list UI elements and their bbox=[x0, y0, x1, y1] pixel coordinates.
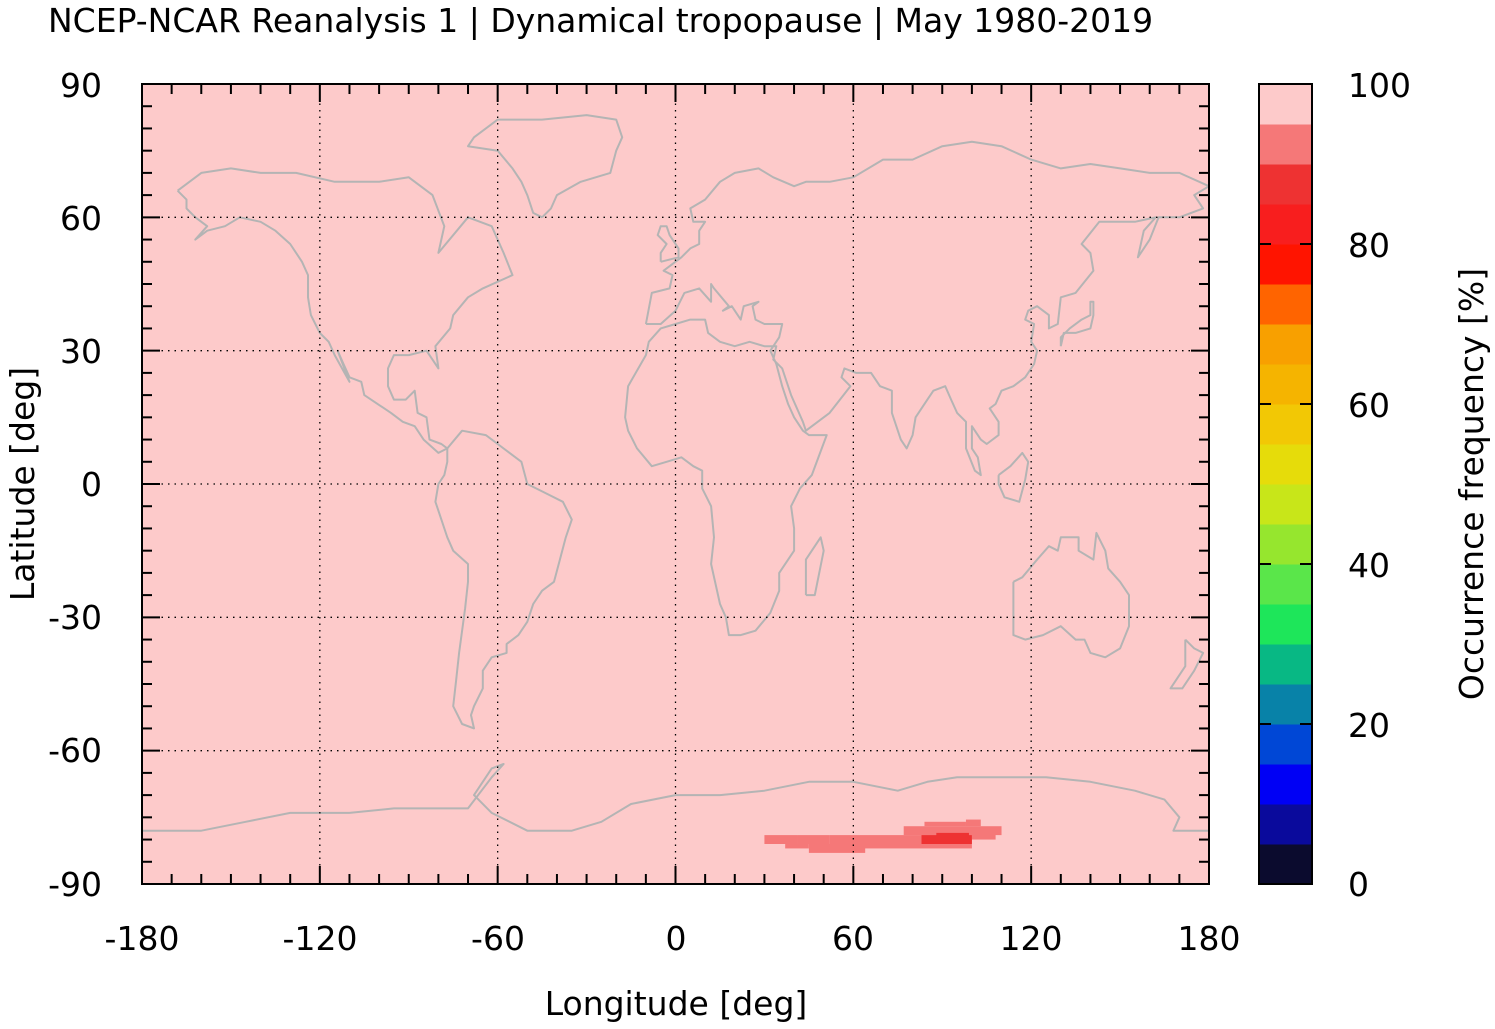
coast-south-america bbox=[434, 429, 573, 730]
x-axis-label: Longitude [deg] bbox=[545, 984, 808, 1023]
x-tick-label: -120 bbox=[283, 919, 358, 958]
colorbar-segment bbox=[1259, 444, 1312, 485]
plot-area bbox=[141, 83, 1210, 885]
heatmap-cell bbox=[921, 835, 972, 844]
x-axis: -180 -120 -60 0 60 120 180 Longitude [de… bbox=[105, 919, 1241, 1023]
colorbar-segment bbox=[1259, 684, 1312, 725]
coast-greenland bbox=[467, 114, 624, 219]
x-tick-label: 120 bbox=[1000, 919, 1063, 958]
y-tick-label: -90 bbox=[48, 865, 102, 904]
colorbar-segment bbox=[1259, 844, 1312, 885]
coast-japan bbox=[1059, 300, 1095, 347]
colorbar-tick-label: 20 bbox=[1348, 706, 1390, 745]
minor-ticks bbox=[141, 83, 1210, 885]
colorbar-segment bbox=[1259, 164, 1312, 205]
x-tick-label: 60 bbox=[832, 919, 874, 958]
coast-eurasia-africa bbox=[624, 140, 1210, 637]
coast-north-america bbox=[176, 167, 514, 454]
colorbar-tick-label: 100 bbox=[1348, 66, 1411, 105]
x-tick-label: 0 bbox=[666, 919, 687, 958]
colorbar-segment bbox=[1259, 204, 1312, 245]
heatmap-cell bbox=[924, 821, 966, 827]
heatmap-cell bbox=[808, 844, 866, 853]
colorbar-tick-label: 60 bbox=[1348, 386, 1390, 425]
heatmap-cell bbox=[797, 835, 830, 844]
colorbar-segment bbox=[1259, 804, 1312, 845]
heatmap-cell bbox=[785, 844, 809, 849]
x-tick-label: 180 bbox=[1178, 919, 1241, 958]
colorbar-segment bbox=[1259, 244, 1312, 285]
y-tick-label: 90 bbox=[60, 66, 102, 105]
colorbar-segment bbox=[1259, 604, 1312, 645]
colorbar-segment bbox=[1259, 284, 1312, 325]
colorbar-segment bbox=[1259, 84, 1312, 125]
y-tick-label: -30 bbox=[48, 598, 102, 637]
heatmap-cell bbox=[936, 832, 969, 838]
colorbar-segment bbox=[1259, 564, 1312, 605]
colorbar-segment bbox=[1259, 524, 1312, 565]
colorbar-segment bbox=[1259, 484, 1312, 525]
coast-uk bbox=[656, 225, 680, 263]
y-tick-label: 30 bbox=[60, 332, 102, 371]
colorbar-frame bbox=[1258, 83, 1313, 885]
colorbar-segment bbox=[1259, 724, 1312, 765]
colorbar-tick-label: 40 bbox=[1348, 546, 1390, 585]
colorbar: 100 80 60 40 20 0 Occurrence frequency [… bbox=[1258, 66, 1491, 904]
heatmap-cell bbox=[965, 819, 981, 827]
colorbar-segment bbox=[1259, 364, 1312, 405]
colorbar-tick-label: 0 bbox=[1348, 865, 1369, 904]
colorbar-segments bbox=[1259, 84, 1312, 885]
colorbar-tick-label: 80 bbox=[1348, 226, 1390, 265]
grid-lines bbox=[142, 84, 1209, 884]
colorbar-segment bbox=[1259, 124, 1312, 165]
heatmap-cell bbox=[764, 835, 798, 844]
y-tick-label: 0 bbox=[81, 465, 102, 504]
chart-title: NCEP-NCAR Reanalysis 1 | Dynamical tropo… bbox=[48, 1, 1153, 40]
x-tick-label: -180 bbox=[105, 919, 180, 958]
coast-australia bbox=[1012, 531, 1130, 659]
colorbar-segment bbox=[1259, 644, 1312, 685]
coast-madagascar bbox=[804, 536, 825, 597]
colorbar-segment bbox=[1259, 324, 1312, 365]
coast-antarctica bbox=[142, 763, 1209, 832]
x-tick-label: -60 bbox=[471, 919, 525, 958]
heatmap-cell bbox=[971, 830, 996, 840]
colorbar-segment bbox=[1259, 404, 1312, 445]
colorbar-label: Occurrence frequency [%] bbox=[1452, 268, 1491, 700]
y-tick-label: -60 bbox=[48, 731, 102, 770]
coast-new-zealand bbox=[1169, 638, 1205, 690]
y-axis-label: Latitude [deg] bbox=[3, 367, 42, 601]
colorbar-tick-marks bbox=[1259, 83, 1312, 885]
coastlines bbox=[142, 114, 1210, 832]
coast-borneo bbox=[997, 451, 1030, 503]
heatmap-cell bbox=[903, 826, 1002, 836]
y-axis: 90 60 30 0 -30 -60 -90 Latitude [deg] bbox=[3, 66, 102, 904]
y-tick-label: 60 bbox=[60, 199, 102, 238]
colorbar-segment bbox=[1259, 764, 1312, 805]
heatmap-cells bbox=[764, 819, 1002, 853]
